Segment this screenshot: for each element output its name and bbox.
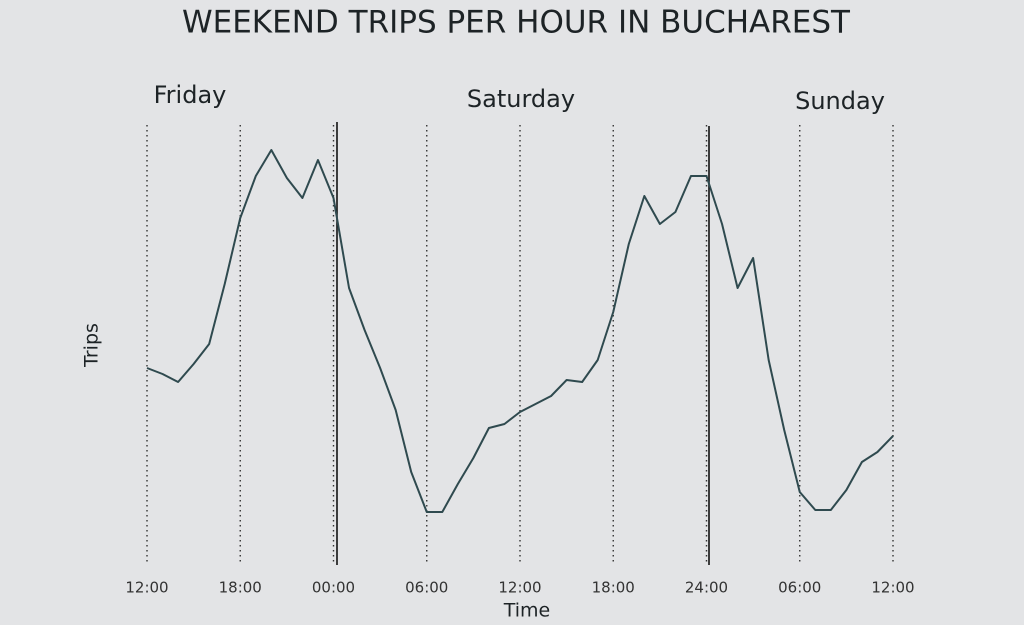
trips-line (146, 149, 894, 513)
x-tick-label: 12:00 (498, 579, 541, 597)
x-tick-label: 12:00 (125, 579, 168, 597)
x-axis-label: Time (503, 600, 551, 622)
x-tick-label: 06:00 (778, 579, 821, 597)
x-tick-label: 18:00 (219, 579, 262, 597)
x-tick-label: 12:00 (871, 579, 914, 597)
x-tick-label: 06:00 (405, 579, 448, 597)
chart-title: WEEKEND TRIPS PER HOUR IN BUCHAREST (182, 5, 851, 41)
day-label: Saturday (467, 85, 575, 113)
day-label: Friday (154, 81, 227, 109)
x-tick-label: 18:00 (592, 579, 635, 597)
day-label: Sunday (795, 87, 885, 115)
x-tick-label: 00:00 (312, 579, 355, 597)
x-tick-label: 24:00 (685, 579, 728, 597)
y-axis-label: Trips (81, 323, 103, 368)
